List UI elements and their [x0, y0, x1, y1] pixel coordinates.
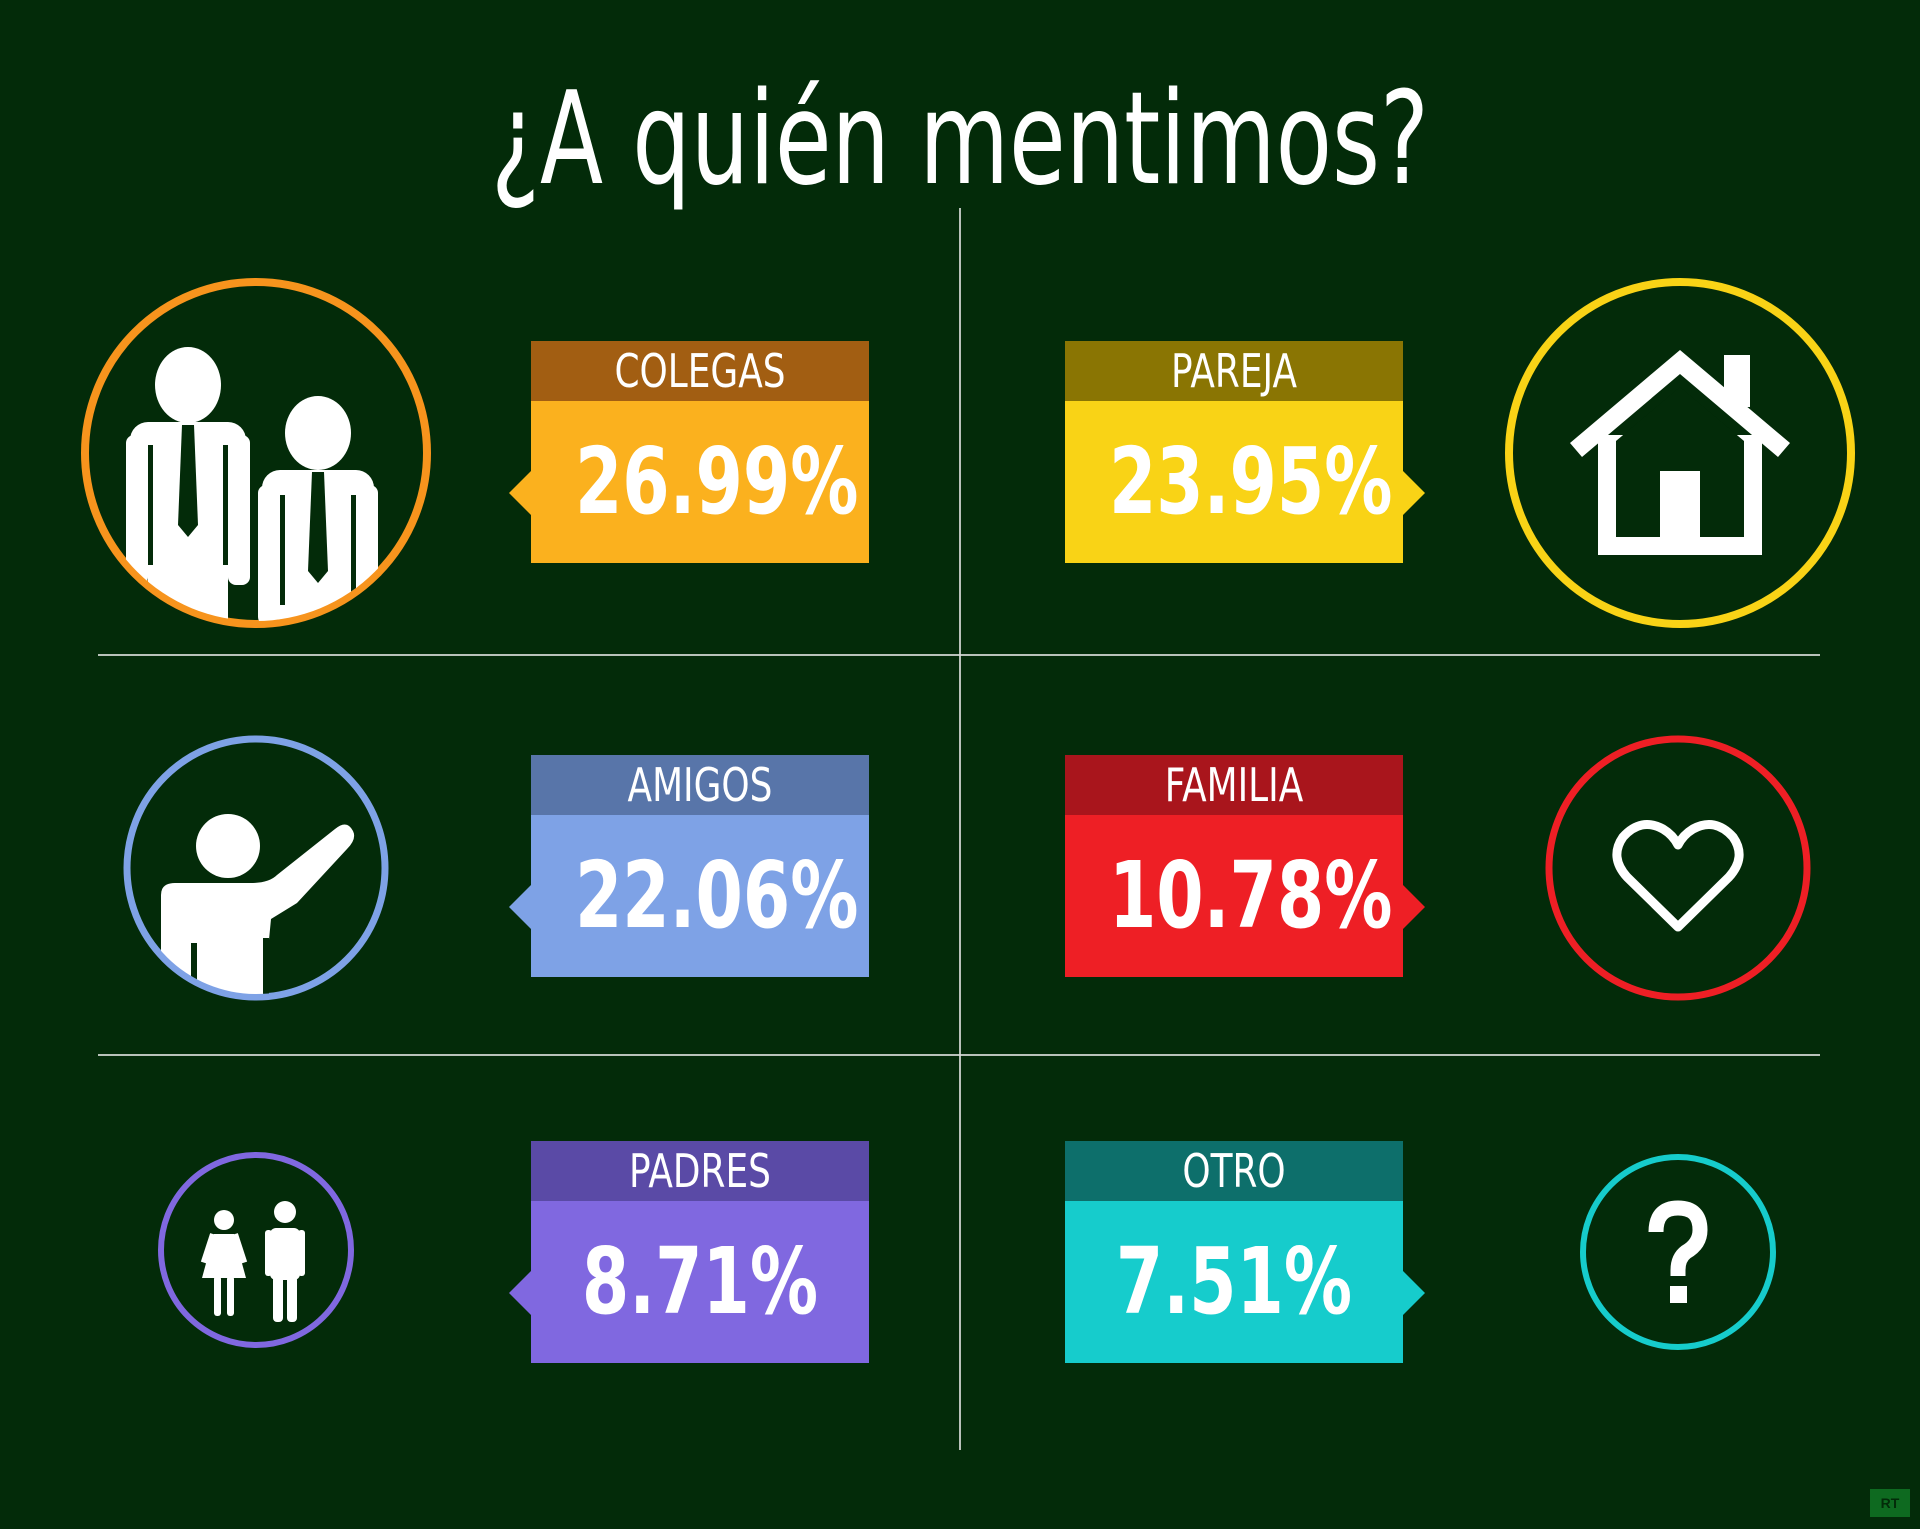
category-label: FAMILIA — [1164, 758, 1304, 812]
pointer-notch — [1403, 471, 1425, 515]
percentage-value: 26.99% — [574, 428, 859, 535]
pointer-notch — [1403, 1271, 1425, 1315]
percentage-value: 22.06% — [574, 842, 859, 949]
colleagues-icon — [78, 275, 434, 631]
pointer-notch — [1403, 885, 1425, 929]
vertical-divider — [959, 208, 961, 1450]
pointer-notch — [509, 885, 531, 929]
card-padres: PADRES 8.71% — [509, 1141, 869, 1363]
rt-logo: RT — [1870, 1489, 1910, 1517]
parents-icon — [156, 1150, 356, 1350]
category-label: PAREJA — [1171, 344, 1297, 398]
percentage-value: 23.95% — [1108, 428, 1393, 535]
category-label: PADRES — [629, 1144, 771, 1198]
category-label: OTRO — [1182, 1144, 1286, 1198]
card-amigos: AMIGOS 22.06% — [509, 755, 869, 977]
percentage-value: 7.51% — [1115, 1228, 1353, 1335]
horizontal-divider-bottom — [98, 1054, 1820, 1056]
friend-waving-icon — [121, 733, 391, 1003]
page-title: ¿A quién mentimos? — [491, 65, 1429, 214]
card-pareja: PAREJA 23.95% — [1065, 341, 1425, 563]
card-otro: OTRO 7.51% — [1065, 1141, 1425, 1363]
pointer-notch — [509, 1271, 531, 1315]
category-label: AMIGOS — [627, 758, 773, 812]
percentage-value: 10.78% — [1108, 842, 1393, 949]
house-icon — [1502, 275, 1858, 631]
card-familia: FAMILIA 10.78% — [1065, 755, 1425, 977]
label-bar — [531, 341, 869, 401]
pointer-notch — [509, 471, 531, 515]
heart-icon — [1543, 733, 1813, 1003]
horizontal-divider-top — [98, 654, 1820, 656]
question-mark-icon — [1578, 1152, 1778, 1352]
value-box — [531, 401, 869, 563]
card-colegas: COLEGAS 26.99% — [509, 341, 869, 563]
percentage-value: 8.71% — [581, 1228, 819, 1335]
category-label: COLEGAS — [614, 344, 786, 398]
